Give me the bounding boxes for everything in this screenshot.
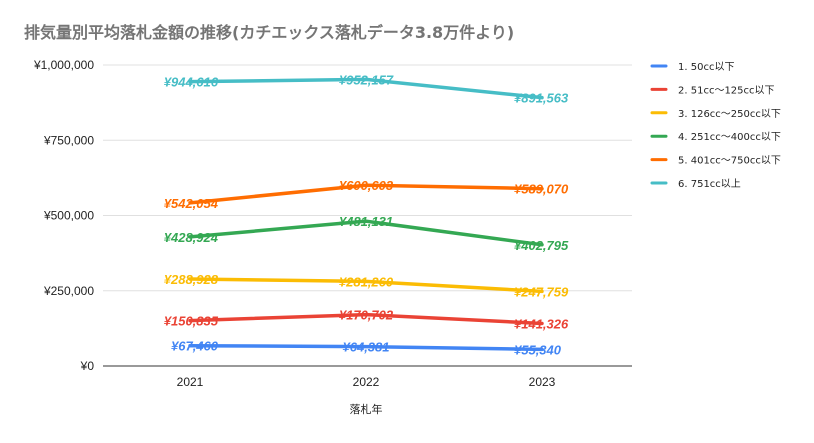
data-label: ¥67,460 [171,339,219,354]
legend-label: 6. 751cc以上 [678,178,741,190]
x-axis-tick-labels: 2021 2022 2023 [177,375,556,389]
x-axis-title: 落札年 [350,402,383,416]
data-label: ¥402,795 [514,238,569,253]
data-label: ¥891,563 [514,91,569,106]
legend-label: 4. 251cc～400cc以下 [678,132,781,143]
series-line-3 [188,277,544,294]
series-line-6 [188,77,544,100]
y-tick-label: ¥1,000,000 [33,58,94,72]
data-label: ¥55,340 [514,342,562,357]
data-label: ¥64,381 [343,340,390,355]
y-tick-label: ¥500,000 [43,209,94,223]
data-label: ¥247,759 [514,284,569,299]
series-line-1 [188,343,544,352]
legend: 1. 50cc以下 2. 51cc～125cc以下 3. 126cc～250cc以下… [650,62,781,190]
y-tick-label: ¥0 [80,359,95,373]
series-line-4 [188,219,544,247]
legend-label: 5. 401cc～750cc以下 [678,156,781,167]
data-label: ¥952,157 [339,72,394,87]
y-tick-label: ¥250,000 [43,284,94,298]
chart-title: 排気量別平均落札金額の推移(カチエックス落札データ3.8万件より) [24,23,514,42]
data-label: ¥288,928 [164,272,219,287]
legend-label: 3. 126cc～250cc以下 [678,109,781,120]
data-label: ¥944,616 [164,75,219,90]
data-label: ¥141,326 [514,316,569,331]
data-label: ¥589,070 [514,182,569,197]
data-label: ¥170,702 [339,308,394,323]
series-line-2 [188,312,544,326]
x-tick-label: 2021 [177,375,204,389]
data-label: ¥150,835 [164,314,219,329]
data-labels: ¥67,460 ¥64,381 ¥55,340 ¥150,835 ¥170,702 ¥14… [164,72,569,357]
data-label: ¥428,924 [164,230,219,245]
y-axis-tick-labels: ¥0 ¥250,000 ¥500,000 ¥750,000 ¥1,000,000 [33,58,94,373]
legend-label: 1. 50cc以下 [678,62,734,73]
series-line-5 [188,183,544,205]
gridlines [103,64,632,367]
x-tick-label: 2023 [529,375,556,389]
y-tick-label: ¥750,000 [43,133,94,147]
data-label: ¥281,260 [339,274,394,289]
x-tick-label: 2022 [353,375,380,389]
data-label: ¥600,603 [339,178,394,193]
legend-label: 2. 51cc～125cc以下 [678,85,775,96]
series-lines [188,77,544,352]
data-label: ¥481,131 [339,214,393,229]
data-label: ¥542,054 [164,196,219,211]
